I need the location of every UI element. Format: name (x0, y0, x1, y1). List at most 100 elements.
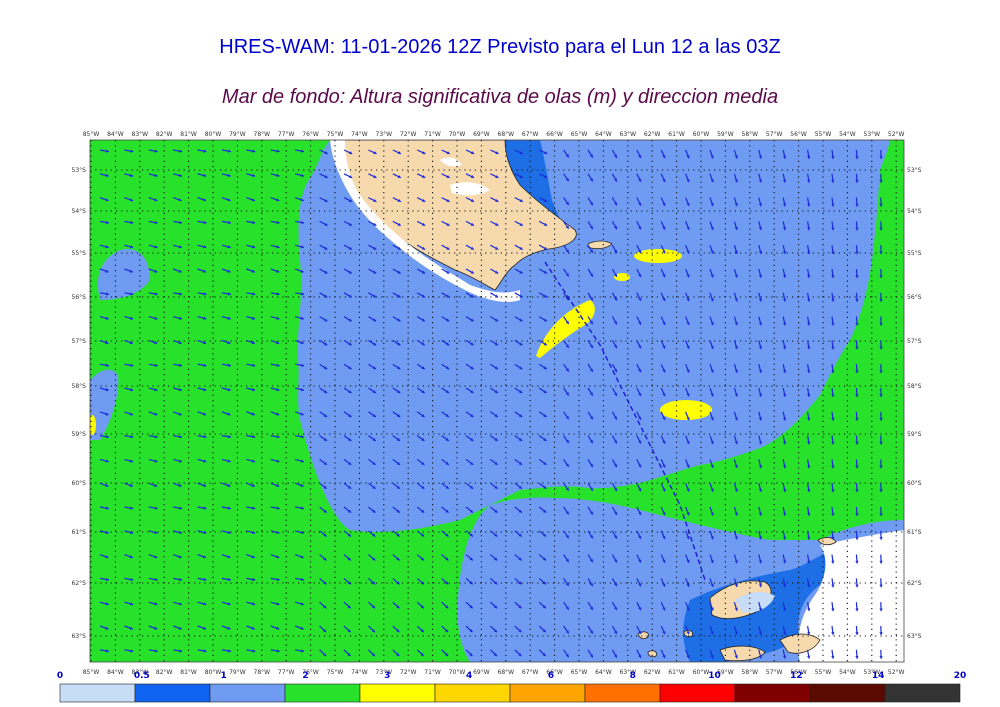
wave-arrow (807, 340, 811, 350)
wave-arrow (270, 268, 280, 273)
wave-arrow (270, 339, 280, 345)
swell-high-patch (614, 273, 630, 281)
wave-arrow (343, 292, 353, 298)
wave-arrow (807, 197, 811, 207)
wave-arrow (733, 173, 738, 183)
wave-arrow (221, 339, 231, 345)
wave-arrow (221, 244, 231, 249)
wave-arrow (148, 482, 158, 487)
wave-arrow (465, 316, 474, 322)
wave-arrow (709, 340, 714, 350)
wave-arrow (124, 411, 134, 416)
wave-arrow (490, 197, 499, 203)
wave-arrow (270, 387, 280, 392)
wave-arrow (465, 387, 474, 394)
wave-arrow (611, 149, 618, 159)
wave-arrow (294, 411, 304, 416)
wave-arrow (441, 363, 450, 370)
wave-arrow (172, 197, 182, 202)
wave-arrow (441, 649, 449, 657)
wave-arrow (368, 577, 376, 585)
wave-arrow (441, 149, 451, 155)
wave-arrow (465, 506, 474, 514)
wave-arrow (660, 459, 666, 468)
wave-arrow (733, 340, 738, 350)
wave-arrow (319, 292, 328, 298)
wave-arrow (441, 601, 449, 609)
wave-arrow (636, 197, 642, 206)
wave-arrow (782, 649, 787, 659)
wave-arrow (343, 244, 353, 251)
longitude-label: 65°W (571, 669, 588, 676)
wave-arrow (441, 173, 450, 179)
wave-arrow (343, 554, 352, 561)
wave-arrow (246, 506, 256, 510)
wave-arrow (758, 649, 762, 659)
wave-arrow (392, 458, 401, 466)
wave-arrow (173, 220, 183, 225)
wave-arrow (465, 435, 474, 442)
wave-arrow (416, 220, 426, 227)
longitude-label: 61°W (668, 131, 685, 138)
wave-arrow (99, 554, 109, 559)
wave-arrow (99, 149, 109, 153)
wave-arrow (660, 482, 666, 492)
wave-arrow (807, 649, 811, 659)
wave-arrow (611, 268, 618, 278)
wave-arrow (148, 149, 158, 153)
wave-arrow (758, 340, 762, 350)
wave-arrow (685, 435, 690, 445)
wave-arrow (587, 506, 594, 515)
wave-arrow (343, 411, 352, 418)
wave-arrow (733, 435, 738, 445)
wave-arrow (173, 292, 183, 296)
wave-arrow (855, 149, 859, 160)
wave-arrow (99, 363, 109, 367)
longitude-label: 68°W (498, 669, 515, 676)
wave-arrow (831, 506, 835, 517)
wave-arrow (879, 649, 883, 659)
longitude-label: 78°W (254, 669, 271, 676)
colorbar-swatch (434, 683, 511, 703)
wave-arrow (246, 577, 256, 582)
wave-arrow (563, 459, 570, 468)
wave-arrow (148, 173, 158, 178)
wave-arrow (636, 292, 642, 302)
wave-arrow (246, 387, 256, 392)
wave-arrow (514, 173, 524, 179)
wave-arrow (246, 363, 256, 367)
wave-arrow (831, 221, 835, 231)
wave-arrow (709, 601, 714, 611)
wave-arrow (611, 435, 618, 444)
wave-arrow (831, 149, 835, 160)
wave-arrow (465, 554, 474, 561)
wave-arrow (465, 220, 475, 227)
land-shallow-light (735, 591, 775, 613)
wave-arrow (368, 411, 377, 418)
longitude-label: 81°W (180, 131, 197, 138)
wave-arrow (221, 387, 231, 392)
wave-arrow (221, 363, 231, 367)
wave-arrow (441, 197, 450, 203)
wave-arrow (563, 578, 570, 587)
wave-arrow (270, 411, 280, 416)
wave-arrow (685, 601, 690, 611)
wave-arrow (416, 482, 425, 490)
wave-arrow (660, 244, 666, 254)
wave-arrow (99, 411, 109, 416)
wave-arrow (368, 458, 376, 466)
wave-arrow (514, 554, 523, 561)
wave-arrow (392, 554, 401, 561)
wave-arrow (782, 578, 787, 588)
wave-arrow (221, 173, 231, 178)
wave-arrow (148, 554, 158, 559)
wave-arrow (173, 577, 183, 582)
wave-arrow (99, 387, 109, 392)
wave-arrow (270, 292, 280, 296)
wave-arrow (490, 339, 499, 346)
wave-arrow (392, 387, 401, 394)
wave-arrow (124, 554, 134, 559)
wave-arrow (782, 530, 787, 540)
wave-arrow (343, 316, 352, 322)
wave-arrow (831, 578, 835, 588)
